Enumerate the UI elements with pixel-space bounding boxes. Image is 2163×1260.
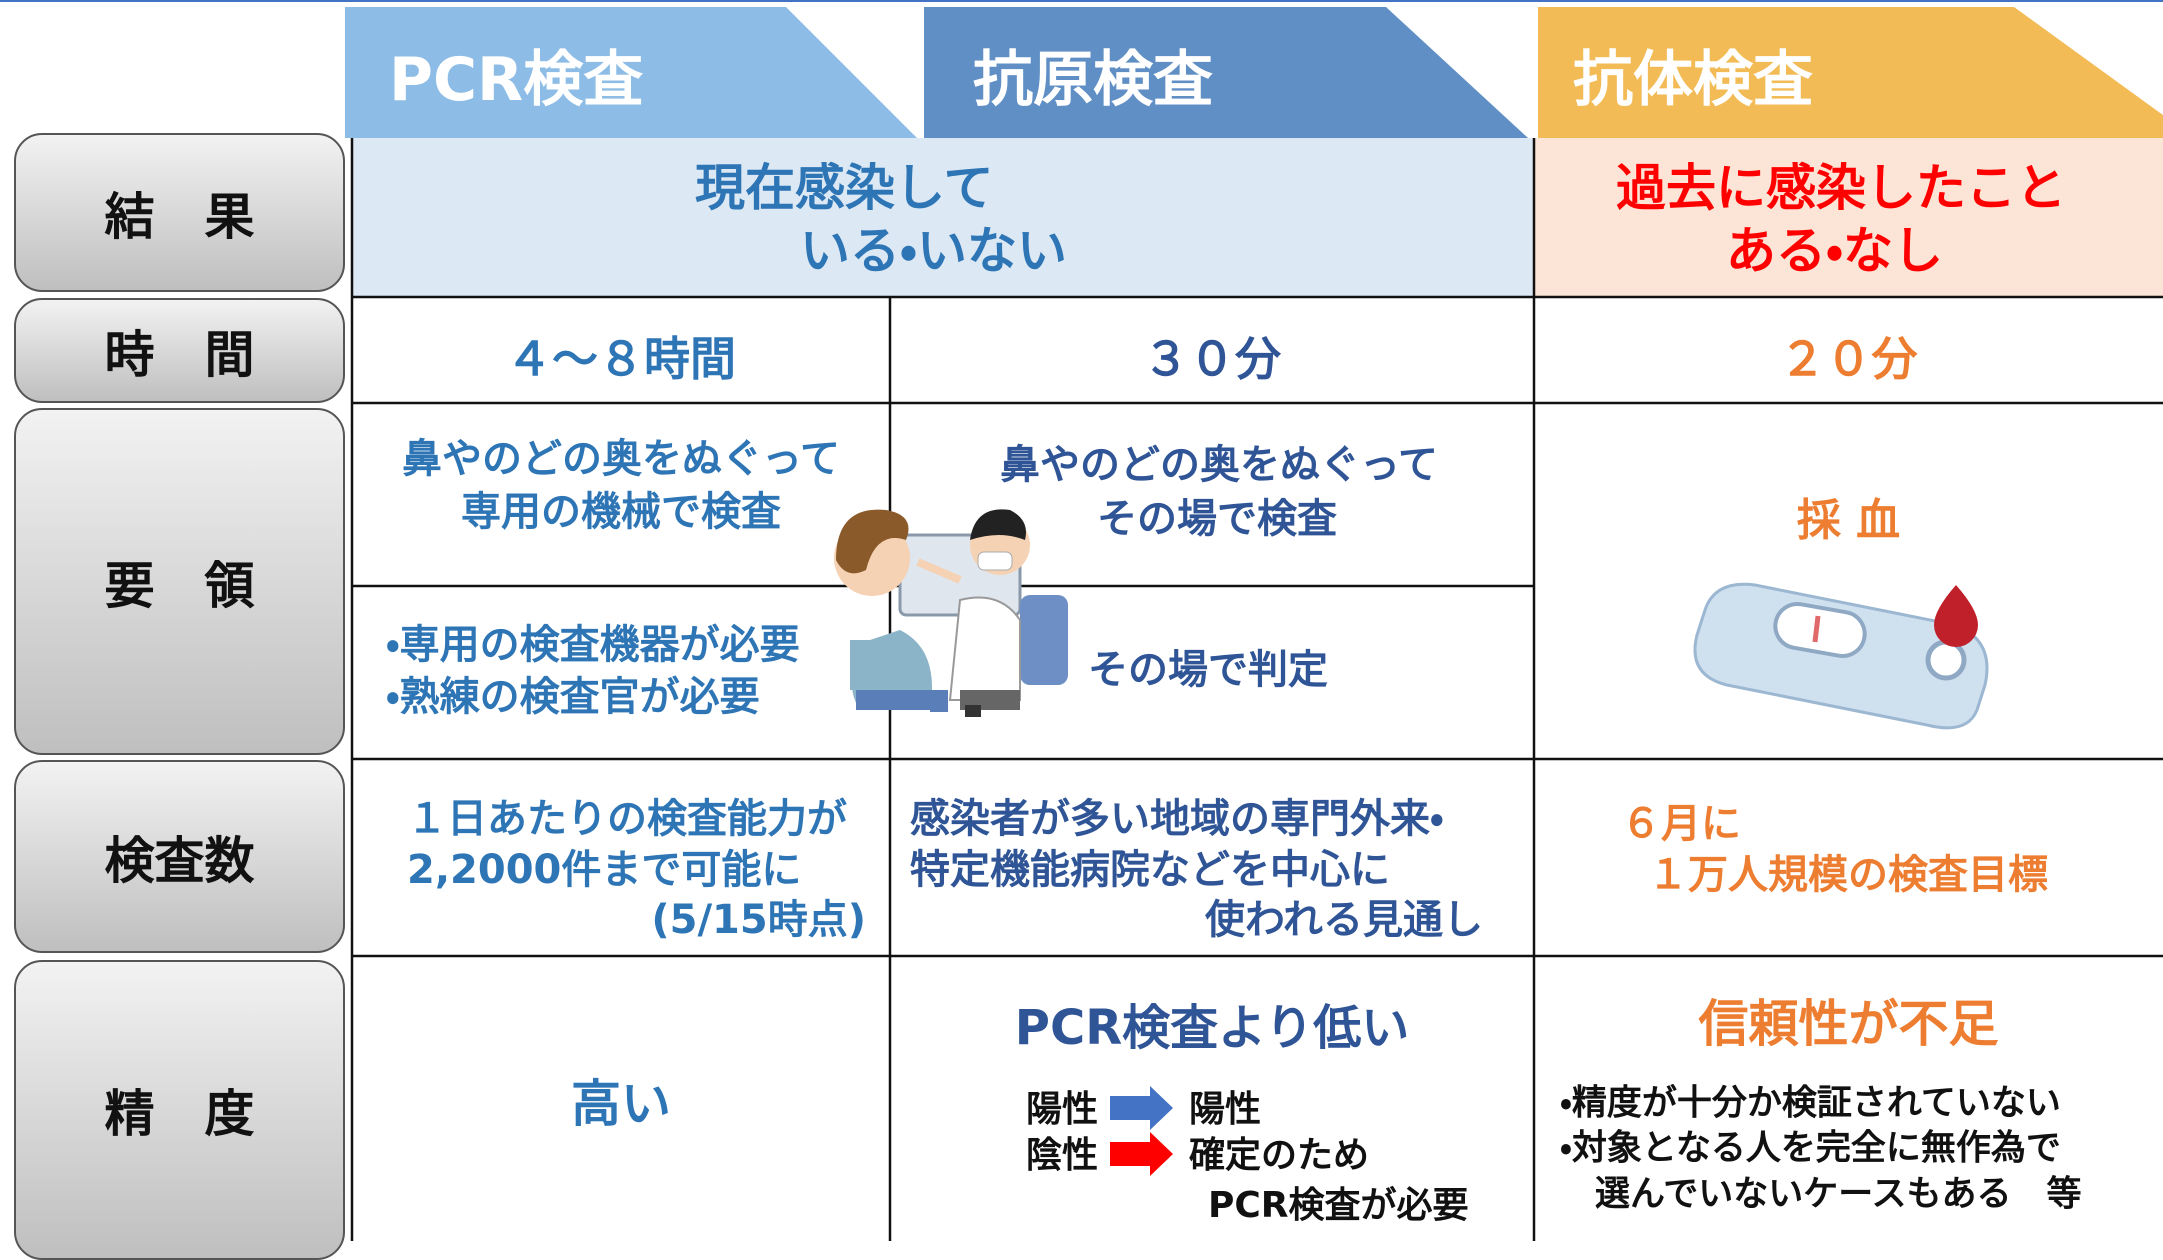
cell-text: 過去に感染したこと [1616, 159, 2066, 217]
result-current-bg [352, 138, 1534, 297]
cell-text: ４～８時間 [506, 332, 736, 386]
cell-text: 鼻やのどの奥をぬぐって [402, 436, 840, 482]
tab-pcr [345, 7, 917, 138]
tab-antibody [1538, 7, 2163, 138]
cell-text: ３０分 [1143, 332, 1281, 386]
row-label: 精 度 [14, 960, 345, 1260]
cell-text: 選んでいないケースもある 等 [1560, 1174, 2082, 1215]
cell-text: 陽性 [1189, 1089, 1262, 1130]
cell-text: 感染者が多い地域の専門外来・ [910, 796, 1444, 842]
cell-text: 鼻やのどの奥をぬぐって [1000, 442, 1438, 488]
cell-text: １日あたりの検査能力が [407, 796, 847, 842]
cell-text: 現在感染して [695, 159, 994, 217]
tab-label: 抗体検査 [1573, 45, 1813, 115]
cell-text: 特定機能病院などを中心に [910, 847, 1390, 893]
cell-text: いる・いない [800, 222, 1067, 280]
cell-text: 採 血 [1796, 495, 1901, 546]
row-label: 時 間 [14, 298, 345, 403]
doctor-illustration [834, 509, 1068, 717]
row-label: 要 領 [14, 408, 345, 755]
cell-text: ある・なし [1726, 222, 1943, 280]
cell-text: PCR検査が必要 [1208, 1185, 1469, 1226]
result-past-bg [1534, 138, 2163, 297]
cell-text: ・熟練の検査官が必要 [386, 674, 760, 720]
cell-text: ６月に [1621, 801, 1741, 847]
tab-antigen [924, 7, 1528, 138]
tab-label: 抗原検査 [973, 45, 1213, 115]
cell-text: ・対象となる人を完全に無作為で [1560, 1128, 2061, 1169]
tab-label: PCR検査 [389, 45, 644, 115]
cell-text: 高い [571, 1075, 671, 1133]
cell-text: 確定のため [1189, 1135, 1370, 1176]
cell-text: 2,2000件まで可能に [407, 847, 802, 893]
cell-text: ・専用の検査機器が必要 [386, 622, 800, 668]
cell-text: 使われる見通し [1205, 897, 1483, 943]
cell-text: その場で判定 [1088, 647, 1328, 693]
cell-text: １万人規模の検査目標 [1648, 852, 2048, 898]
cell-text: ２０分 [1779, 332, 1918, 386]
cell-text: 専用の機械で検査 [461, 489, 781, 535]
arrow-blue [1110, 1086, 1173, 1130]
row-label: 結 果 [14, 133, 345, 292]
cell-text: PCR検査より低い [1014, 1000, 1410, 1056]
cell-text: 陰性 [1026, 1135, 1099, 1176]
grid [350, 138, 2163, 1241]
cell-text: 信頼性が不足 [1698, 995, 1999, 1053]
cell-text: 陽性 [1026, 1089, 1099, 1130]
row-label: 検査数 [14, 760, 345, 953]
cell-text: その場で検査 [1097, 496, 1337, 542]
cell-text: (5/15時点) [651, 897, 866, 943]
cell-text: ・精度が十分か検証されていない [1560, 1083, 2061, 1124]
arrow-red [1110, 1132, 1173, 1176]
test-kit-illustration [1693, 582, 1989, 730]
